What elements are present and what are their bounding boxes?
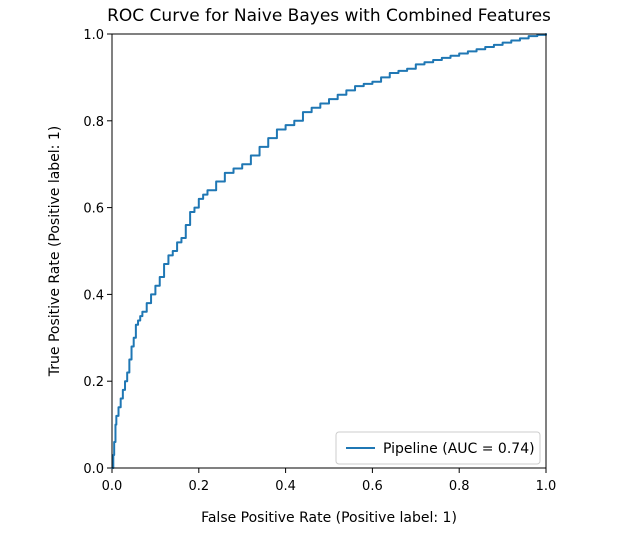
chart-title: ROC Curve for Naive Bayes with Combined … [107, 6, 551, 26]
y-tick-label: 0.8 [83, 115, 104, 130]
legend-label: Pipeline (AUC = 0.74) [383, 441, 535, 457]
y-tick-label: 0.4 [83, 288, 104, 303]
x-tick-label: 0.2 [188, 479, 209, 494]
x-tick-label: 0.4 [275, 479, 296, 494]
y-tick-label: 0.0 [83, 462, 104, 477]
axes-frame [111, 33, 547, 469]
legend: Pipeline (AUC = 0.74) [335, 431, 541, 465]
legend-box [335, 431, 541, 465]
x-tick-label: 0.6 [362, 479, 383, 494]
x-tick-label: 0.8 [449, 479, 470, 494]
y-axis-label: True Positive Rate (Positive label: 1) [47, 126, 63, 377]
x-tick-label: 1.0 [536, 479, 557, 494]
roc-curve-line [111, 33, 547, 469]
y-tick-label: 0.2 [83, 375, 104, 390]
x-axis-label: False Positive Rate (Positive label: 1) [201, 510, 457, 526]
y-tick-label: 0.6 [83, 202, 104, 217]
y-tick-label: 1.0 [83, 28, 104, 43]
x-tick-label: 0.0 [102, 479, 123, 494]
